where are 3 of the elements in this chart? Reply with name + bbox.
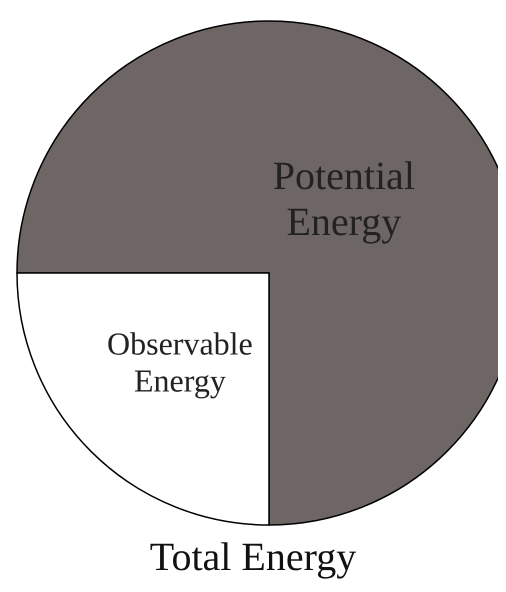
slice-label: Potential Energy (272, 152, 415, 244)
text: Total Energy (148, 533, 358, 580)
slice-label: Observable Energy (107, 326, 253, 398)
